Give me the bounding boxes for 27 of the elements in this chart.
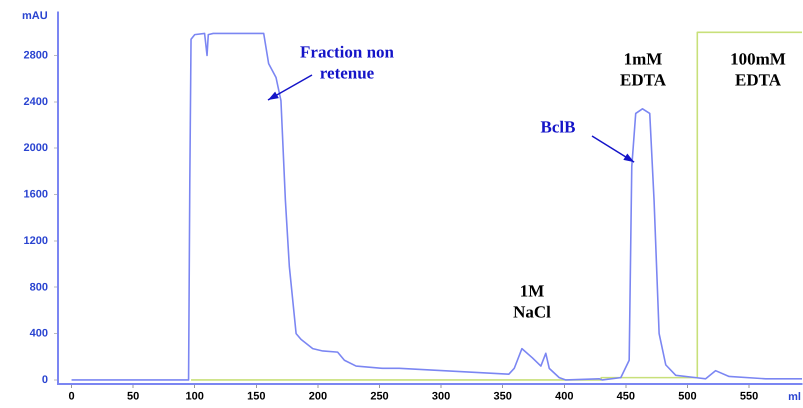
annotation: 1M NaCl [513, 281, 552, 322]
annotation: Fraction non retenue [300, 42, 395, 82]
annotation: 100mM EDTA [730, 49, 786, 90]
x-tick-label: 450 [616, 390, 636, 403]
annotation: 1mM EDTA [620, 49, 667, 90]
x-tick-label: 350 [493, 390, 512, 403]
x-tick-label: 100 [186, 390, 204, 403]
x-tick-label: 300 [432, 390, 450, 403]
x-tick-label: 500 [678, 390, 697, 403]
x-tick-label: 250 [370, 390, 389, 403]
x-tick-label: 0 [68, 390, 75, 403]
x-axis-title: ml [788, 391, 801, 404]
y-tick-label: 1600 [24, 188, 48, 201]
y-axis-title: mAU [22, 10, 48, 22]
x-tick-label: 50 [127, 390, 140, 403]
y-tick-label: 2000 [24, 142, 48, 154]
y-tick-label: 1200 [24, 234, 48, 247]
y-tick-label: 2400 [24, 96, 48, 108]
x-tick-label: 550 [740, 390, 758, 403]
annotation: BclB [540, 117, 576, 136]
y-tick-label: 0 [42, 374, 48, 386]
x-tick-label: 150 [247, 390, 266, 403]
x-tick-label: 400 [555, 390, 574, 403]
y-tick-label: 800 [30, 281, 48, 294]
x-tick-label: 200 [308, 390, 328, 403]
y-tick-label: 2800 [24, 50, 48, 62]
y-tick-label: 400 [30, 328, 48, 340]
